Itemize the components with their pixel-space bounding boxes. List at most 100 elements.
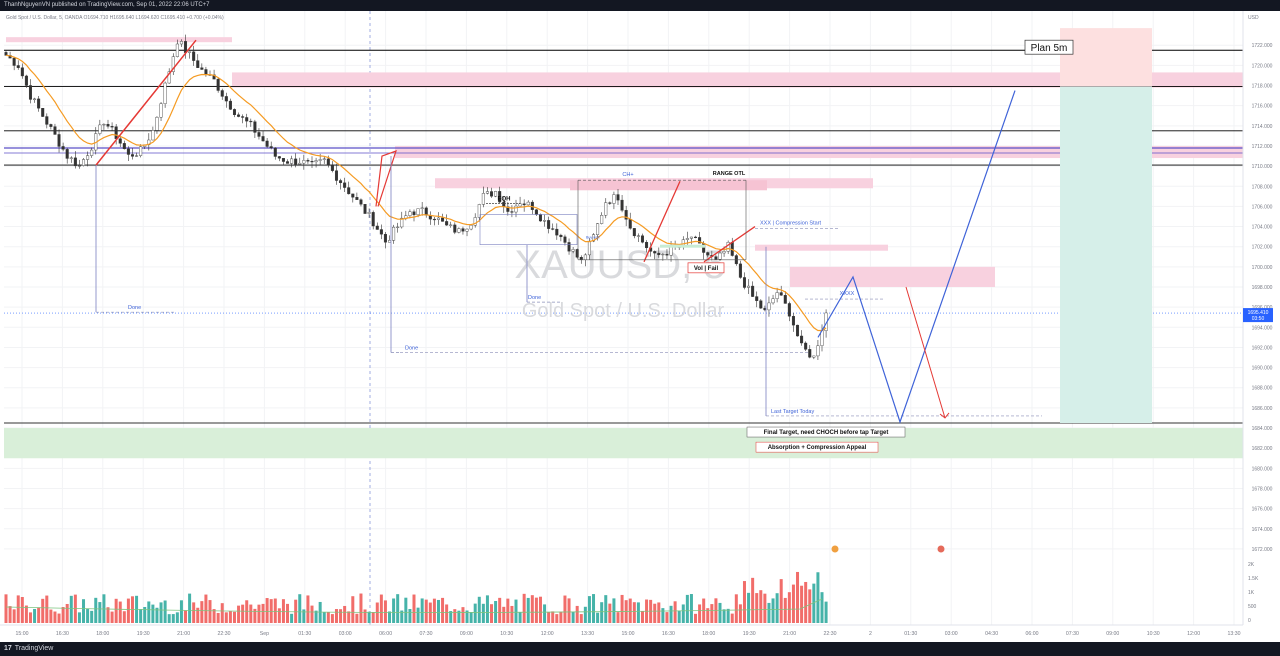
volume-bar [791, 584, 795, 623]
candle-body [796, 324, 800, 337]
volume-bar [37, 607, 41, 623]
news-flag-icon [831, 545, 839, 553]
candle-body [722, 251, 726, 254]
volume-bar [400, 610, 404, 623]
volume-bar [359, 593, 363, 623]
volume-bar [706, 608, 710, 623]
volume-bar [665, 612, 669, 623]
candle-body [273, 147, 277, 157]
time-tick: 10:30 [1147, 631, 1160, 637]
time-tick: 16:30 [56, 631, 69, 637]
volume-bar [404, 597, 408, 623]
candle-body [608, 202, 612, 204]
volume-bar [432, 598, 436, 623]
volume-bar [12, 609, 16, 623]
candle-body [510, 211, 514, 213]
candle-body [747, 285, 751, 288]
volume-bar [657, 602, 661, 623]
volume-bar [379, 594, 383, 623]
volume-bar [506, 598, 510, 623]
current-price-tag [1243, 308, 1273, 323]
candle-body [41, 108, 45, 117]
drawings [95, 39, 1042, 424]
price-tick: 1680.000 [1252, 466, 1273, 472]
candle-body [163, 82, 167, 104]
volume-bar [755, 593, 759, 623]
volume-bar [751, 577, 755, 623]
volume-bar [41, 598, 45, 623]
volume-bar [392, 598, 396, 623]
volume-bar [477, 596, 481, 623]
watermark: XAUUSD, 5 Gold Spot / U.S. Dollar [514, 243, 725, 322]
volume-bar [571, 611, 575, 623]
candle-body [755, 296, 759, 301]
volume-bar [122, 611, 126, 623]
volume-bar [453, 609, 457, 623]
candle-body [420, 207, 424, 209]
projection-blue [817, 90, 1016, 424]
price-axis[interactable]: USD 1672.000 1674.000 1676.000 1678.000 1680.… [1242, 11, 1280, 642]
candle-body [640, 235, 644, 243]
volume-bar [563, 595, 567, 623]
volume-bar [77, 612, 81, 623]
time-tick: 22:30 [218, 631, 231, 637]
candle-body [20, 67, 24, 77]
candle-body [188, 51, 192, 53]
candle-body [685, 238, 689, 240]
demand-zone [4, 428, 1243, 459]
projection-red-arrowhead [939, 412, 950, 419]
time-tick: 07:30 [420, 631, 433, 637]
volume-bar [175, 612, 179, 623]
candle-body [151, 130, 155, 141]
candle-body [808, 349, 812, 358]
volume-bar [281, 599, 285, 623]
volume-bar [139, 609, 143, 623]
time-tick: 22:30 [824, 631, 837, 637]
volume-tick: 0 [1248, 618, 1251, 624]
time-axis[interactable]: 15:00 16:30 18:00 19:30 21:00 22:30 Sep 01:30 03… [0, 624, 1243, 637]
candles [4, 34, 828, 360]
ema-line [5, 54, 827, 332]
volume-bar [616, 612, 620, 623]
price-tick: 1674.000 [1252, 527, 1273, 533]
volume-bar [510, 605, 514, 623]
price-tick: 1672.000 [1252, 547, 1273, 553]
volume-bar [143, 606, 147, 623]
volume-bar [710, 604, 714, 623]
price-chart[interactable]: XAUUSD, 5 Gold Spot / U.S. Dollar USD 167… [0, 11, 1280, 642]
volume-bar [747, 592, 751, 623]
candle-body [339, 180, 343, 184]
price-tick: 1704.000 [1252, 225, 1273, 231]
time-tick: 21:00 [783, 631, 796, 637]
volume-bar [24, 605, 28, 623]
candle-body [800, 335, 804, 344]
volume-bar [620, 594, 624, 623]
candle-body [616, 194, 620, 201]
volume-bar [579, 614, 583, 623]
candle-body [277, 156, 281, 159]
time-tick: 2 [869, 631, 872, 637]
candle-body [767, 302, 771, 311]
candle-body [314, 160, 318, 163]
volume-bar [224, 612, 228, 623]
volume-bar [204, 594, 208, 623]
volume-bar [355, 613, 359, 623]
volume-bar [16, 595, 20, 623]
candle-body [241, 116, 245, 118]
vol-fail-label: Vol | Fail [694, 266, 719, 272]
supply-zone [232, 72, 1243, 88]
volume-bar [171, 614, 175, 623]
volume-bar [808, 589, 812, 623]
volume-bar [371, 612, 375, 623]
buy-wall-label: Buy wall [586, 236, 600, 240]
volume-bar [820, 592, 824, 623]
time-tick: 18:00 [96, 631, 109, 637]
time-tick: 10:30 [500, 631, 513, 637]
consolidation-box [479, 214, 578, 245]
volume-bar [339, 609, 343, 623]
volume-bar [555, 614, 559, 623]
volume-bar [543, 604, 547, 623]
volume-bar [767, 602, 771, 623]
candle-body [45, 116, 49, 125]
volume-bar [110, 611, 114, 623]
